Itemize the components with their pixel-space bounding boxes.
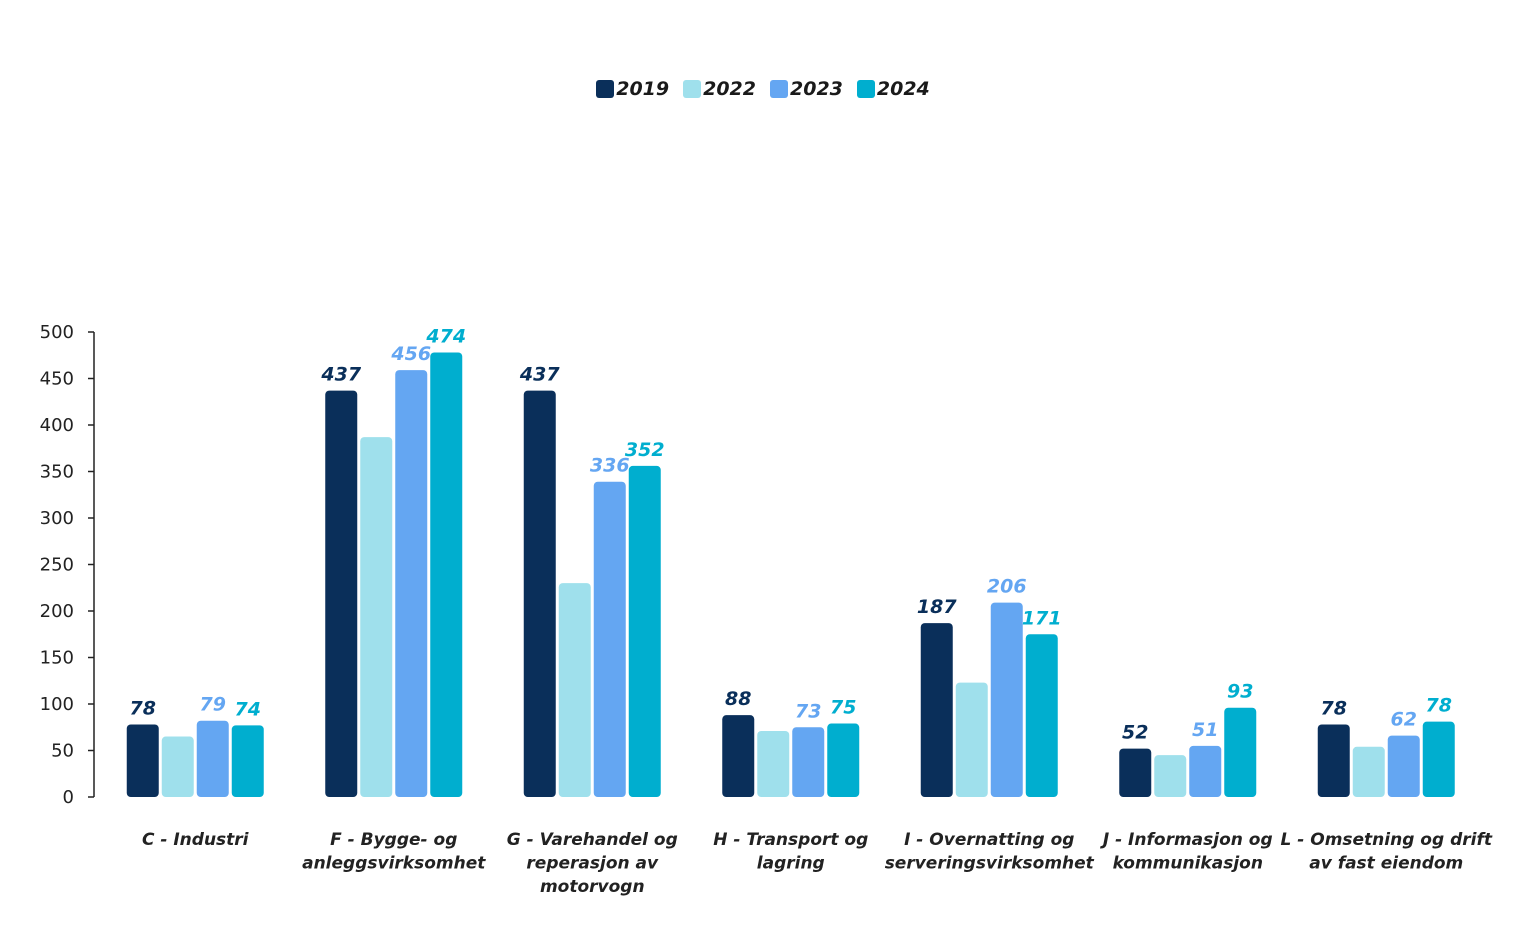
category-label: C - Industri xyxy=(142,830,250,850)
bar-2019 xyxy=(523,390,556,797)
legend-item-2023: 2023 xyxy=(770,78,843,100)
data-label-2019: 88 xyxy=(725,688,751,710)
legend-item-2019: 2019 xyxy=(596,78,669,100)
data-label-2024: 352 xyxy=(625,439,665,461)
bar-2023 xyxy=(1189,745,1222,797)
data-label-2024: 75 xyxy=(830,697,856,719)
category-label: H - Transport og xyxy=(713,830,868,850)
category-label: L - Omsetning og drift xyxy=(1281,830,1493,850)
data-label-2023: 51 xyxy=(1192,719,1218,741)
data-label-2019: 187 xyxy=(917,596,957,618)
bar-2022 xyxy=(1352,746,1385,797)
bar-2024 xyxy=(827,723,860,797)
data-label-2024: 78 xyxy=(1426,695,1452,717)
data-label-2019: 78 xyxy=(130,697,156,719)
y-tick-label: 350 xyxy=(40,462,74,483)
bar-2022 xyxy=(757,730,790,797)
data-label-2023: 79 xyxy=(200,694,226,716)
bar-2019 xyxy=(1317,724,1350,797)
category-label: G - Varehandel og xyxy=(507,830,678,850)
y-tick-label: 450 xyxy=(40,369,74,390)
category-label: reperasjon av xyxy=(526,854,659,874)
category-label: J - Informasjon og xyxy=(1100,830,1273,850)
y-tick-label: 0 xyxy=(63,787,74,808)
bar-2019 xyxy=(920,623,953,797)
y-tick-label: 200 xyxy=(40,601,74,622)
bar-2023 xyxy=(395,370,428,797)
legend-label: 2024 xyxy=(876,78,930,100)
bar-2023 xyxy=(990,602,1023,797)
legend-swatch xyxy=(856,80,875,98)
bar-2019 xyxy=(722,715,755,797)
bar-2024 xyxy=(1422,721,1455,797)
data-label-2023: 206 xyxy=(987,576,1027,598)
data-label-2023: 62 xyxy=(1391,709,1417,731)
legend-label: 2022 xyxy=(703,78,756,100)
legend-item-2022: 2022 xyxy=(683,78,756,100)
category-label: serveringsvirksomhet xyxy=(885,854,1095,874)
y-tick-label: 250 xyxy=(40,555,74,576)
bar-2023 xyxy=(1387,735,1420,797)
legend-swatch xyxy=(770,80,788,98)
category-label: anleggsvirksomhet xyxy=(302,854,486,874)
bar-2019 xyxy=(325,390,358,797)
data-label-2019: 437 xyxy=(519,364,560,386)
category-label: kommunikasjon xyxy=(1113,854,1263,874)
data-label-2023: 456 xyxy=(390,343,431,365)
data-label-2019: 437 xyxy=(320,364,361,386)
bar-2023 xyxy=(196,720,229,797)
category-label: av fast eiendom xyxy=(1309,854,1463,874)
legend-swatch xyxy=(596,80,615,98)
category-label: I - Overnatting og xyxy=(904,830,1074,850)
category-label: F - Bygge- og xyxy=(330,830,457,850)
bar-2022 xyxy=(1154,755,1187,797)
bar-2023 xyxy=(593,481,626,797)
bar-2022 xyxy=(955,682,988,797)
legend-swatch xyxy=(683,80,702,98)
data-label-2019: 52 xyxy=(1122,722,1148,744)
data-label-2024: 93 xyxy=(1227,681,1253,703)
bar-2024 xyxy=(1224,707,1257,797)
y-tick-label: 150 xyxy=(40,648,74,669)
chart-legend: 2019 2022 2023 2024 xyxy=(0,78,1526,100)
data-label-2019: 78 xyxy=(1321,697,1347,719)
bar-2022 xyxy=(161,736,194,797)
data-label-2024: 171 xyxy=(1022,607,1062,629)
bar-2019 xyxy=(1119,748,1152,797)
legend-label: 2019 xyxy=(616,78,670,100)
bar-2024 xyxy=(1025,634,1058,797)
y-tick-label: 100 xyxy=(40,694,74,715)
bar-2022 xyxy=(558,583,591,797)
y-tick-label: 500 xyxy=(40,322,74,343)
bar-2023 xyxy=(792,727,825,797)
y-tick-label: 300 xyxy=(40,508,74,529)
data-label-2023: 336 xyxy=(590,455,630,477)
legend-label: 2023 xyxy=(790,78,843,100)
bar-2024 xyxy=(430,352,463,797)
category-label: lagring xyxy=(757,854,825,874)
y-tick-label: 50 xyxy=(51,741,74,762)
data-label-2024: 74 xyxy=(235,698,261,720)
bar-2022 xyxy=(360,437,393,797)
y-tick-label: 400 xyxy=(40,415,74,436)
bar-2024 xyxy=(231,725,264,797)
data-label-2023: 73 xyxy=(795,700,821,722)
bar-2019 xyxy=(126,724,159,797)
bar-2024 xyxy=(628,465,661,797)
category-label: motorvogn xyxy=(540,877,645,897)
data-label-2024: 474 xyxy=(425,325,466,347)
legend-item-2024: 2024 xyxy=(856,78,930,100)
